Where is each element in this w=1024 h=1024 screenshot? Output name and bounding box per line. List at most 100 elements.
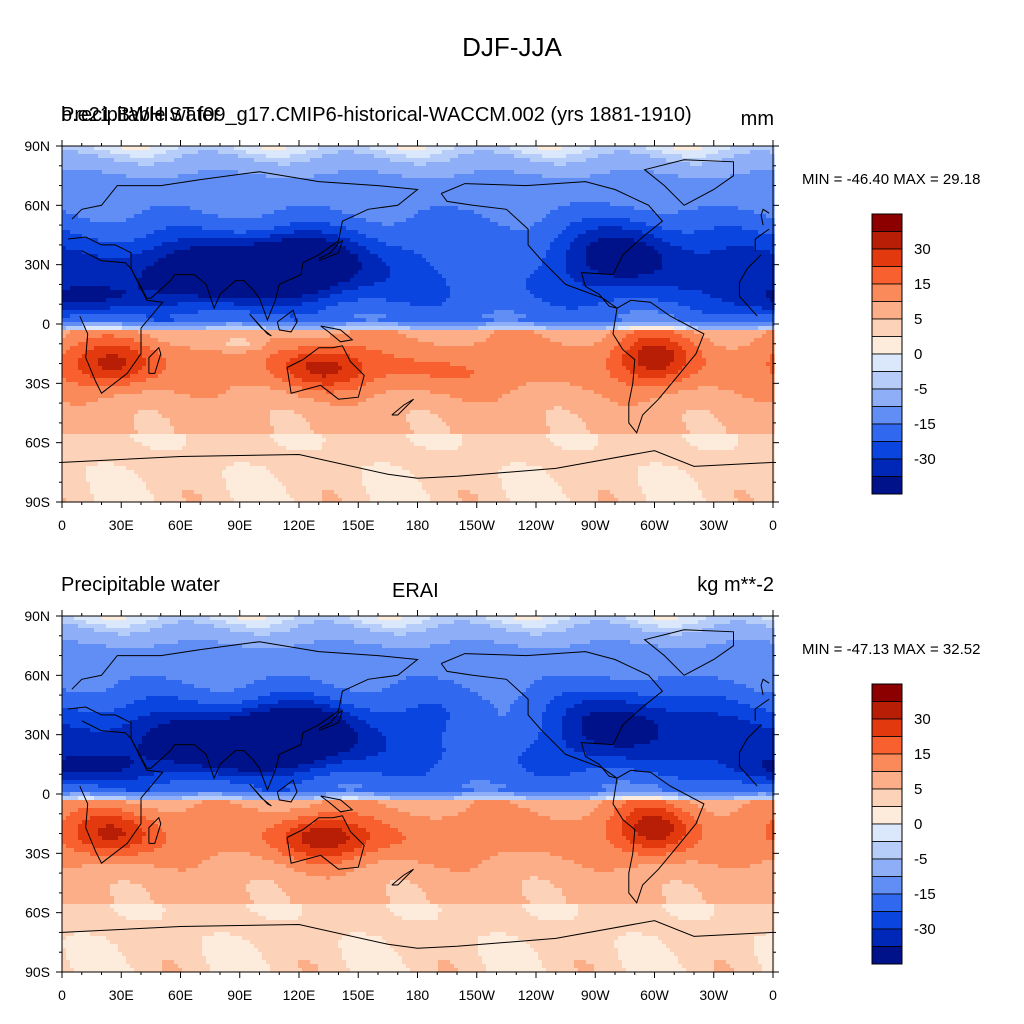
contour-cell — [574, 154, 579, 159]
contour-cell — [550, 194, 555, 199]
contour-cell — [338, 178, 343, 183]
contour-cell — [298, 154, 303, 159]
contour-cell — [442, 174, 447, 179]
contour-cell — [162, 178, 167, 183]
contour-cell — [458, 210, 463, 215]
contour-cell — [186, 234, 191, 239]
contour-cell — [146, 158, 151, 163]
contour-cell — [622, 198, 627, 203]
contour-cell — [138, 214, 143, 219]
contour-cell — [446, 230, 451, 235]
contour-cell — [210, 234, 215, 239]
contour-cell — [254, 178, 259, 183]
contour-cell — [330, 214, 335, 219]
contour-cell — [242, 154, 247, 159]
contour-cell — [430, 150, 435, 155]
contour-cell — [510, 170, 515, 175]
contour-cell — [390, 226, 395, 231]
contour-cell — [502, 170, 507, 175]
contour-cell — [226, 186, 231, 191]
contour-cell — [506, 186, 511, 191]
contour-cell — [278, 194, 283, 199]
contour-cell — [738, 166, 743, 171]
contour-cell — [362, 150, 367, 155]
contour-cell — [82, 190, 87, 195]
contour-cell — [306, 214, 311, 219]
contour-cell — [110, 218, 115, 223]
contour-cell — [570, 218, 575, 223]
contour-cell — [486, 174, 491, 179]
contour-cell — [490, 154, 495, 159]
contour-cell — [134, 154, 139, 159]
contour-cell — [550, 162, 555, 167]
contour-cell — [254, 182, 259, 187]
contour-cell — [370, 186, 375, 191]
contour-cell — [66, 226, 71, 231]
contour-cell — [226, 146, 231, 151]
contour-cell — [562, 162, 567, 167]
contour-cell — [106, 170, 111, 175]
contour-cell — [626, 206, 631, 211]
contour-cell — [346, 166, 351, 171]
contour-cell — [566, 150, 571, 155]
contour-cell — [646, 210, 651, 215]
contour-cell — [770, 234, 775, 239]
contour-cell — [594, 234, 599, 239]
contour-cell — [282, 170, 287, 175]
contour-cell — [382, 154, 387, 159]
contour-cell — [658, 198, 663, 203]
contour-cell — [110, 178, 115, 183]
contour-cell — [330, 202, 335, 207]
contour-cell — [634, 194, 639, 199]
contour-cell — [102, 222, 107, 227]
contour-cell — [306, 226, 311, 231]
contour-cell — [286, 230, 291, 235]
contour-cell — [150, 210, 155, 215]
contour-cell — [138, 222, 143, 227]
contour-cell — [710, 206, 715, 211]
contour-cell — [98, 210, 103, 215]
contour-cell — [602, 170, 607, 175]
contour-cell — [626, 210, 631, 215]
contour-cell — [734, 198, 739, 203]
contour-cell — [62, 198, 67, 203]
contour-cell — [434, 206, 439, 211]
contour-cell — [706, 178, 711, 183]
contour-cell — [402, 238, 407, 243]
contour-cell — [590, 194, 595, 199]
contour-cell — [122, 210, 127, 215]
contour-cell — [742, 154, 747, 159]
contour-cell — [70, 178, 75, 183]
contour-cell — [234, 190, 239, 195]
contour-cell — [466, 222, 471, 227]
contour-cell — [678, 182, 683, 187]
contour-cell — [482, 222, 487, 227]
contour-cell — [198, 174, 203, 179]
contour-cell — [614, 158, 619, 163]
contour-cell — [406, 150, 411, 155]
contour-cell — [634, 158, 639, 163]
contour-cell — [454, 154, 459, 159]
contour-cell — [702, 238, 707, 243]
contour-cell — [638, 182, 643, 187]
contour-cell — [678, 206, 683, 211]
contour-cell — [706, 198, 711, 203]
contour-cell — [442, 158, 447, 163]
contour-cell — [434, 158, 439, 163]
contour-cell — [78, 174, 83, 179]
contour-cell — [370, 158, 375, 163]
contour-cell — [374, 214, 379, 219]
contour-cell — [754, 178, 759, 183]
contour-cell — [478, 178, 483, 183]
contour-cell — [146, 226, 151, 231]
contour-cell — [582, 190, 587, 195]
contour-cell — [618, 198, 623, 203]
contour-cell — [402, 146, 407, 151]
contour-cell — [594, 154, 599, 159]
contour-cell — [242, 222, 247, 227]
contour-cell — [406, 146, 411, 151]
contour-cell — [534, 230, 539, 235]
contour-cell — [590, 158, 595, 163]
contour-cell — [682, 146, 687, 151]
contour-cell — [246, 234, 251, 239]
